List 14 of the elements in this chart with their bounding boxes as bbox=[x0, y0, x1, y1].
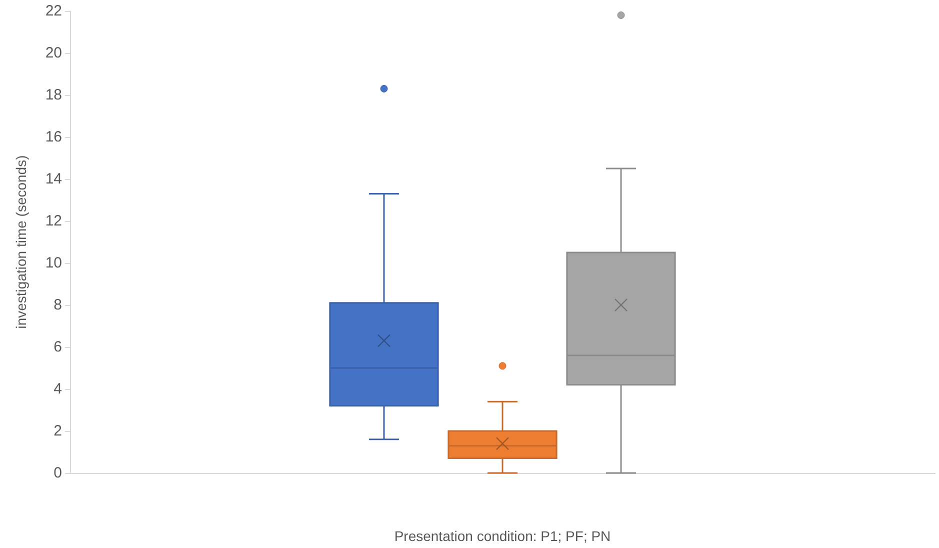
y-tick-label: 10 bbox=[45, 254, 62, 272]
y-tick-label: 4 bbox=[54, 380, 62, 398]
y-tick-label: 14 bbox=[45, 170, 62, 188]
y-tick-label: 2 bbox=[54, 422, 62, 440]
y-tick-label: 0 bbox=[54, 464, 62, 482]
y-tick-label: 16 bbox=[45, 128, 62, 146]
x-axis-title: Presentation condition: P1; PF; PN bbox=[394, 528, 611, 544]
y-tick-label: 20 bbox=[45, 44, 62, 62]
y-tick-label: 12 bbox=[45, 212, 62, 230]
y-tick-label: 8 bbox=[54, 296, 62, 314]
y-tick-label: 6 bbox=[54, 338, 62, 356]
y-axis-title: investigation time (seconds) bbox=[13, 155, 29, 329]
y-tick-label: 22 bbox=[45, 2, 62, 20]
y-tick-label: 18 bbox=[45, 86, 62, 104]
